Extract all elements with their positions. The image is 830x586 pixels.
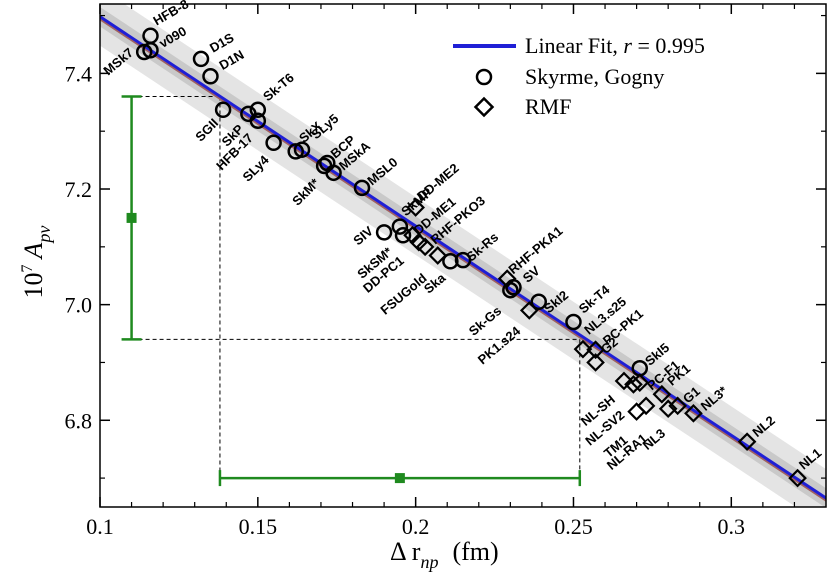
legend-circle-label: Skyrme, Gogny (525, 64, 664, 89)
legend-circle-marker (475, 68, 493, 86)
x-axis-title: Δ rnp (fm) (390, 537, 499, 572)
skyrme-point-D1N (202, 68, 219, 85)
vertical-error-center (126, 212, 137, 223)
point-label-NL3: NL3 (640, 426, 668, 453)
skyrme-point-SkSM* (394, 227, 412, 244)
fit-line (100, 14, 826, 500)
x-tick-label: 0.25 (554, 514, 593, 539)
rmf-point-PK1.s24 (519, 301, 539, 320)
rmf-point-NL1 (788, 468, 807, 488)
rmf-point-G2 (586, 353, 605, 372)
rmf-point-NL-RA1 (636, 396, 656, 416)
x-tick-label: 0.15 (239, 514, 278, 539)
rmf-point-NL-SH (614, 371, 634, 391)
skyrme-point-SLy5 (293, 141, 311, 158)
data-points (135, 27, 807, 488)
point-label-SIV: SIV (350, 223, 376, 248)
skyrme-point-SGII (214, 101, 232, 119)
skyrme-point-Sk-T4 (565, 313, 582, 331)
rmf-point-TM1 (627, 402, 646, 421)
axis-ticks: 0.1 0.15 0.2 0.25 0.3 6.8 7.0 7.2 7.4 (65, 4, 826, 539)
linear-fit-line (100, 14, 826, 502)
plot-frame (99, 3, 827, 508)
rmf-point-DD-PC1 (409, 232, 429, 252)
legend-fit-label: Linear Fit, r = 0.995 (525, 33, 705, 58)
point-label-Sk-Gs: Sk-Gs (466, 303, 504, 339)
skyrme-point-SkI2 (530, 293, 548, 311)
legend-diamond-label: RMF (525, 94, 571, 119)
rmf-point-RHF-PKO3 (415, 237, 435, 257)
y-tick-label: 7.4 (65, 61, 93, 86)
rmf-point-PC-F1 (630, 373, 650, 393)
rmf-point-FSUGold (428, 246, 448, 265)
skyrme-point-Sk-Rs (454, 251, 472, 269)
y-axis-title: 107Apv (19, 226, 54, 299)
skyrme-point-MSkA (325, 164, 342, 182)
point-label-Sk-T6: Sk-T6 (260, 70, 297, 104)
rmf-point-PC-PK1 (586, 340, 605, 360)
skyrme-point-SLy4 (265, 134, 282, 152)
skyrme-point-Ska (442, 253, 459, 270)
legend-diamond-marker (473, 96, 495, 118)
horizontal-error-center (394, 473, 405, 484)
rmf-point-DD-ME2 (406, 198, 425, 217)
fit-band-outer (100, 4, 826, 507)
skyrme-point-MSk7 (135, 43, 153, 61)
rmf-point-DD-ME1 (403, 225, 422, 245)
x-tick-label: 0.3 (718, 514, 746, 539)
skyrme-point-D1S (192, 50, 210, 68)
skyrme-point-MSL0 (353, 179, 371, 197)
point-label-SLy4: SLy4 (239, 152, 272, 185)
rmf-point-G1 (668, 396, 687, 416)
skyrme-point-SIV (375, 224, 393, 241)
fit-confidence-band (100, 4, 826, 507)
rmf-point-NL3* (684, 404, 703, 423)
error-bars (121, 95, 582, 487)
rmf-point-PK1 (652, 384, 672, 404)
rmf-point-RHF-PKA1 (497, 269, 517, 288)
projection-guide-lines (131, 96, 581, 479)
skyrme-point-Sk-T6 (249, 101, 267, 119)
skyrme-point-HFB-17 (249, 112, 267, 130)
fit-line-edge (100, 16, 826, 502)
x-tick-label: 0.1 (86, 514, 114, 539)
rmf-point-NL2 (737, 432, 757, 452)
skyrme-point-SkMP (391, 218, 409, 235)
rmf-point-NL3.s25 (573, 339, 593, 359)
y-tick-label: 7.2 (65, 177, 93, 202)
point-label-DD-ME2: DD-ME2 (414, 160, 462, 204)
y-tick-label: 7.0 (65, 293, 93, 318)
y-tick-label: 6.8 (65, 408, 93, 433)
x-tick-label: 0.2 (402, 514, 430, 539)
legend: Linear Fit, r = 0.995 Skyrme, Gogny RMF (453, 33, 705, 119)
